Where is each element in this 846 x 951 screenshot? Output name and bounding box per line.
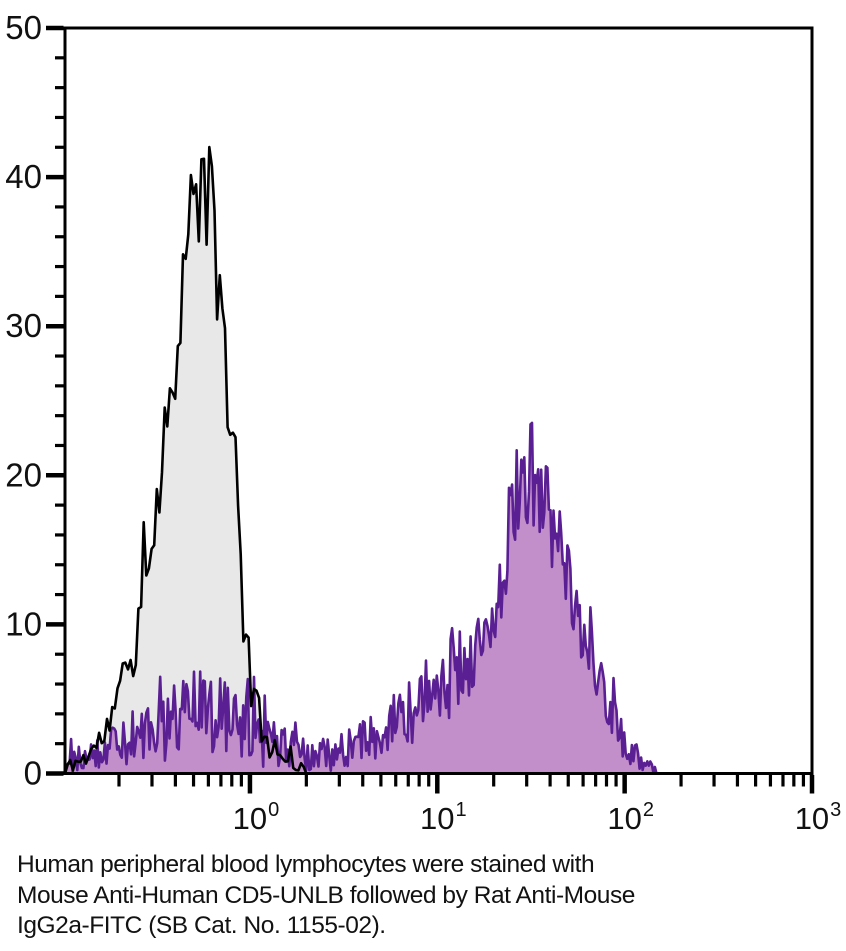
flow-histogram-chart: 100 101 102 103 0 10 20 30 40 50 <box>5 9 841 836</box>
x-tick-label: 102 <box>607 799 654 836</box>
caption-line-3: IgG2a-FITC (SB Cat. No. 1155-02). <box>17 912 386 939</box>
figure-caption: Human peripheral blood lymphocytes were … <box>17 850 635 942</box>
x-tick-label: 100 <box>233 799 280 836</box>
control-histogram-fill <box>65 147 307 774</box>
axis-labels-layer: 100 101 102 103 0 10 20 30 40 50 <box>5 9 841 836</box>
y-tick-label: 50 <box>5 9 42 46</box>
cd5-histogram-outline <box>63 421 658 775</box>
y-tick-label: 20 <box>5 456 42 493</box>
caption-line-1: Human peripheral blood lymphocytes were … <box>17 851 595 878</box>
y-tick-label: 40 <box>5 158 42 195</box>
x-tick-label: 101 <box>420 799 467 836</box>
y-tick-label: 0 <box>24 755 42 792</box>
y-tick-label: 10 <box>5 605 42 642</box>
histogram-fills-layer <box>65 147 657 774</box>
control-histogram-outline <box>63 145 308 775</box>
caption-line-2: Mouse Anti-Human CD5-UNLB followed by Ra… <box>17 881 635 909</box>
plot-border <box>63 26 814 775</box>
axis-ticks-layer <box>46 25 815 794</box>
y-tick-label: 30 <box>5 307 42 344</box>
x-tick-label: 103 <box>795 799 842 836</box>
histogram-outlines-layer <box>63 145 658 775</box>
